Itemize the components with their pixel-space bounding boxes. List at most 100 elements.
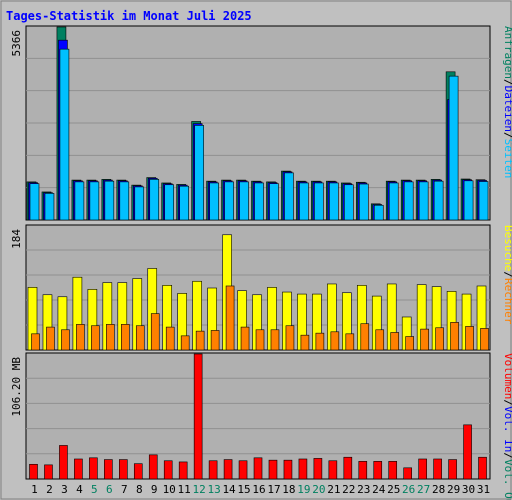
sites-bar-day-22 bbox=[345, 333, 355, 351]
sites-bar-day-3 bbox=[61, 329, 70, 351]
sites-bar-day-23 bbox=[360, 323, 370, 351]
day-axis: 1 2 3 4 5 6 7 8 9 10 11 12 13 14 15 16 17 18 19 20 21 22 23 24 2… bbox=[31, 483, 490, 496]
day-label-20: 20 bbox=[312, 483, 325, 496]
top-panel-ymax-label: 5366 bbox=[10, 30, 23, 57]
sites-bar-day-25 bbox=[390, 332, 400, 351]
volume-bar-day-28 bbox=[433, 458, 442, 480]
volume-bar-day-12 bbox=[193, 353, 203, 480]
volume-bar-day-5 bbox=[89, 457, 98, 480]
day-label-24: 24 bbox=[372, 483, 386, 496]
chart-title: Tages-Statistik im Monat Juli 2025 bbox=[6, 9, 252, 23]
pages-bar-day-8 bbox=[134, 186, 145, 221]
volume-bar-day-16 bbox=[253, 457, 263, 480]
bottom-panel-ymax-label: 106.20 MB bbox=[10, 357, 23, 417]
day-label-23: 23 bbox=[357, 483, 370, 496]
pages-bar-day-29 bbox=[448, 75, 459, 221]
sites-bar-day-27 bbox=[420, 328, 429, 351]
pages-bar-day-19 bbox=[299, 182, 309, 221]
visits-legend: Besuche/Rechner bbox=[502, 225, 512, 325]
sites-bar-day-6 bbox=[106, 324, 115, 351]
volume-legend: Volumen/Vol. In/Vol. Out bbox=[502, 353, 512, 500]
legend-separator: / bbox=[502, 271, 512, 278]
visits-panel: 184 bbox=[10, 224, 491, 351]
legend-group: Anfragen/Dateien/SeitenBesuche/RechnerVo… bbox=[502, 26, 512, 500]
volume-bar-day-14 bbox=[223, 459, 233, 480]
legend-separator: / bbox=[502, 79, 512, 86]
middle-panel-ymax-label: 184 bbox=[10, 229, 23, 249]
day-label-7: 7 bbox=[121, 483, 128, 496]
day-label-9: 9 bbox=[151, 483, 158, 496]
pages-bar-day-25 bbox=[388, 182, 399, 221]
day-label-27: 27 bbox=[417, 483, 430, 496]
legend-separator: / bbox=[502, 132, 512, 139]
legend-entry-rechner: Rechner bbox=[502, 278, 512, 325]
day-label-30: 30 bbox=[462, 483, 475, 496]
pages-bar-day-21 bbox=[329, 182, 339, 221]
sites-bar-day-11 bbox=[180, 335, 190, 351]
pages-bar-day-18 bbox=[284, 172, 294, 221]
day-label-31: 31 bbox=[477, 483, 490, 496]
volume-bar-day-7 bbox=[119, 459, 128, 480]
volume-bar-day-18 bbox=[283, 459, 293, 480]
pages-bar-day-31 bbox=[478, 181, 489, 221]
volume-bar-day-29 bbox=[448, 459, 457, 480]
pages-bar-day-9 bbox=[149, 179, 160, 221]
pages-bar-day-16 bbox=[254, 182, 264, 221]
sites-bar-day-2 bbox=[46, 326, 55, 351]
sites-bar-day-7 bbox=[121, 324, 130, 351]
day-label-15: 15 bbox=[237, 483, 250, 496]
day-label-29: 29 bbox=[447, 483, 460, 496]
pages-bar-day-5 bbox=[89, 181, 100, 221]
sites-bar-day-31 bbox=[480, 328, 489, 351]
volume-bar-day-17 bbox=[268, 459, 278, 480]
legend-entry-besuche: Besuche bbox=[502, 225, 512, 271]
day-label-19: 19 bbox=[297, 483, 310, 496]
volume-bar-day-10 bbox=[163, 460, 173, 480]
legend-separator: / bbox=[502, 452, 512, 459]
pages-bar-day-17 bbox=[269, 183, 279, 221]
day-label-21: 21 bbox=[327, 483, 340, 496]
pages-bar-day-13 bbox=[209, 182, 219, 221]
volume-bar-day-26 bbox=[403, 467, 412, 480]
day-label-1: 1 bbox=[31, 483, 38, 496]
sites-bar-day-13 bbox=[210, 330, 220, 351]
sites-bar-day-9 bbox=[150, 313, 160, 351]
pages-bar-day-3 bbox=[59, 48, 70, 221]
pages-bar-day-23 bbox=[358, 183, 369, 221]
day-label-5: 5 bbox=[91, 483, 98, 496]
day-label-3: 3 bbox=[61, 483, 68, 496]
volume-bar-day-19 bbox=[298, 458, 308, 480]
sites-bar-day-26 bbox=[405, 336, 414, 351]
day-label-4: 4 bbox=[76, 483, 83, 496]
sites-bar-day-1 bbox=[31, 333, 40, 351]
day-label-14: 14 bbox=[222, 483, 236, 496]
day-label-18: 18 bbox=[282, 483, 295, 496]
pages-bar-day-28 bbox=[433, 180, 444, 221]
legend-entry-anfragen: Anfragen bbox=[502, 26, 512, 79]
volume-bar-day-1 bbox=[29, 463, 38, 480]
volume-bar-day-22 bbox=[343, 456, 353, 480]
pages-bar-day-30 bbox=[463, 180, 474, 221]
sites-bar-day-24 bbox=[375, 329, 385, 351]
day-label-26: 26 bbox=[402, 483, 415, 496]
legend-entry-dateien: Dateien bbox=[502, 86, 512, 132]
sites-bar-day-21 bbox=[330, 331, 340, 351]
day-label-2: 2 bbox=[46, 483, 53, 496]
sites-bar-day-14 bbox=[225, 285, 235, 351]
sites-bar-day-4 bbox=[76, 324, 85, 351]
day-label-25: 25 bbox=[387, 483, 400, 496]
pages-bar-day-27 bbox=[418, 181, 429, 221]
sites-bar-day-19 bbox=[300, 334, 310, 351]
sites-bar-day-15 bbox=[240, 326, 250, 351]
legend-separator: / bbox=[502, 399, 512, 406]
sites-bar-day-30 bbox=[465, 326, 474, 351]
pages-bar-day-7 bbox=[119, 181, 130, 221]
sites-bar-day-10 bbox=[165, 326, 175, 351]
day-label-22: 22 bbox=[342, 483, 355, 496]
legend-entry-seiten: Seiten bbox=[502, 139, 512, 179]
sites-bar-day-28 bbox=[435, 327, 444, 351]
day-label-6: 6 bbox=[106, 483, 113, 496]
volume-bar-day-13 bbox=[208, 460, 218, 480]
volume-bar-day-25 bbox=[388, 461, 398, 480]
